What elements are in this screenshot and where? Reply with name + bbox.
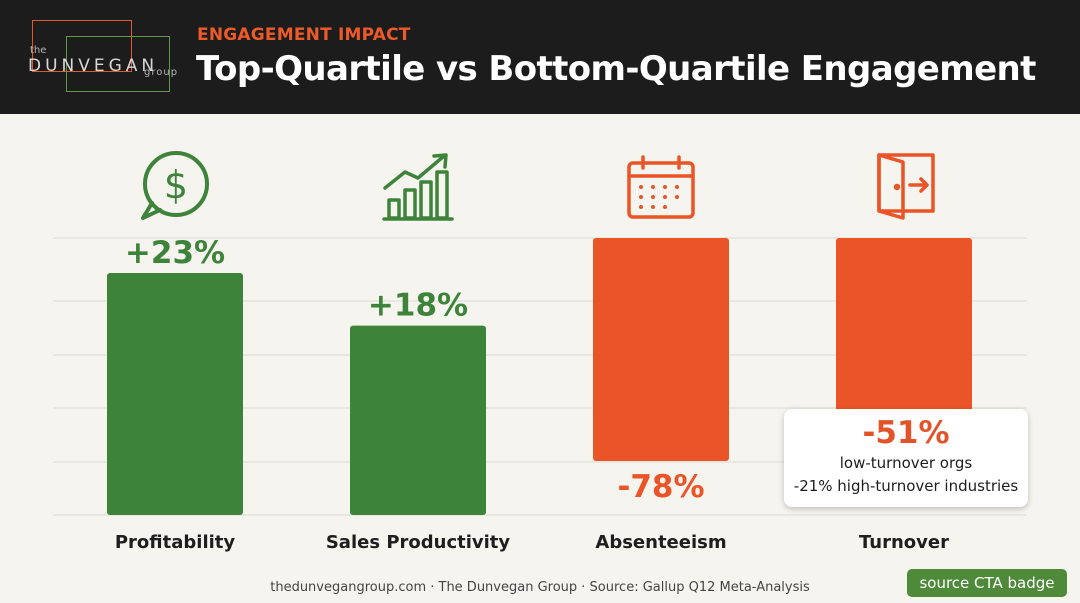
page-title: Top-Quartile vs Bottom-Quartile Engageme…	[196, 49, 1036, 89]
callout-line-1: low-turnover orgs	[839, 454, 973, 472]
dollar-bubble-icon: $	[141, 151, 209, 220]
category-label: Turnover	[859, 532, 949, 553]
bar-profitability	[107, 273, 243, 515]
exit-door-icon	[877, 153, 935, 220]
kicker: ENGAGEMENT IMPACT	[197, 25, 411, 45]
logo-the: the	[30, 45, 47, 56]
category-label: Sales Productivity	[326, 532, 511, 553]
category-label: Profitability	[115, 532, 236, 553]
logo-orange-frame	[32, 20, 132, 72]
bar-absenteeism	[593, 238, 729, 461]
turnover-callout: -51% low-turnover orgs -21% high-turnove…	[784, 409, 1028, 507]
header-bar: the DUNVEGAN group ENGAGEMENT IMPACT Top…	[0, 0, 1080, 114]
value-label: +23%	[125, 235, 225, 271]
category-label: Absenteeism	[595, 532, 726, 553]
logo-group: group	[144, 67, 179, 78]
callout-value: -51%	[862, 415, 950, 451]
value-label: -78%	[617, 469, 704, 505]
bar-sales-productivity	[350, 325, 486, 515]
logo-green-frame	[66, 36, 170, 92]
value-label: +18%	[368, 288, 468, 324]
category-labels: Profitability Sales Productivity Absenteei…	[115, 532, 949, 553]
callout-line-2: -21% high-turnover industries	[793, 477, 1019, 495]
calendar-icon	[627, 155, 695, 219]
dunvegan-logo: the DUNVEGAN group	[22, 18, 182, 98]
bar-turnover	[836, 238, 972, 438]
growth-chart-icon	[382, 153, 454, 221]
logo-name: DUNVEGAN	[28, 56, 159, 76]
bar-chart: $ +23% +18% -78% Profitability Sales Produc…	[53, 151, 1027, 553]
bars	[107, 238, 972, 515]
footer-source: thedunvegangroup.com · The Dunvegan Grou…	[270, 580, 810, 595]
value-labels: +23% +18% -78%	[125, 235, 705, 505]
source-cta-badge[interactable]: source CTA badge	[907, 569, 1067, 597]
svg-text:$: $	[164, 163, 188, 207]
